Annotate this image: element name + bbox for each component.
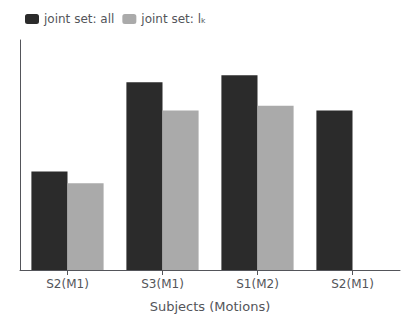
svg-text:S3(M1): S3(M1) bbox=[141, 277, 184, 291]
svg-text:joint set: lₖ: joint set: lₖ bbox=[140, 12, 206, 26]
svg-text:S2(M1): S2(M1) bbox=[46, 277, 89, 291]
svg-text:S2(M1): S2(M1) bbox=[331, 277, 374, 291]
svg-text:S1(M2): S1(M2) bbox=[236, 277, 279, 291]
svg-text:Subjects (Motions): Subjects (Motions) bbox=[150, 299, 271, 314]
svg-text:joint set: all: joint set: all bbox=[43, 12, 114, 26]
